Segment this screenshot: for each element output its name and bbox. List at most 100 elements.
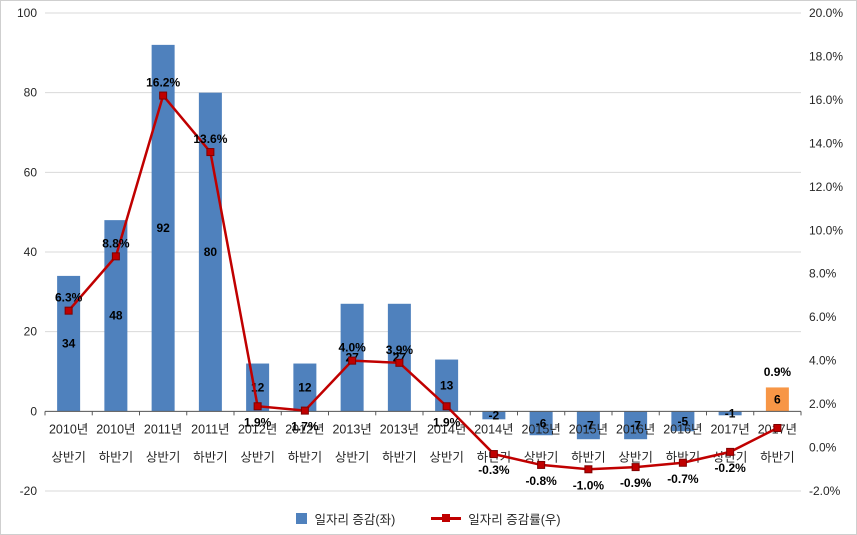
category-label-half: 하반기 <box>571 450 606 464</box>
right-axis-tick-label: 20.0% <box>809 6 843 20</box>
line-value-label: 1.9% <box>433 415 461 429</box>
line-value-label: 13.6% <box>193 132 227 146</box>
bar <box>104 220 128 412</box>
left-axis-tick-label: 20 <box>24 325 38 339</box>
chart-canvas: 100 80 60 40 20 0 -20 20.0% 18.0% 16.0% 14.0% 12.0%… <box>17 6 843 498</box>
bar-value-label: 34 <box>62 337 76 351</box>
category-label-year: 2014년 <box>474 422 513 436</box>
line-marker <box>631 463 640 472</box>
line-marker <box>111 252 120 261</box>
legend-label-line: 일자리 증감률(우) <box>468 512 561 527</box>
line-marker <box>537 460 546 469</box>
category-label-half: 상반기 <box>335 450 370 464</box>
category-label-year: 2011년 <box>191 422 229 436</box>
category-label-half: 상반기 <box>146 450 181 464</box>
right-axis-tick-label: -2.0% <box>809 484 841 498</box>
bar <box>57 275 81 412</box>
bar-value-label: 80 <box>204 245 218 259</box>
left-axis-tick-label: 100 <box>17 6 37 20</box>
line-value-label: -0.2% <box>714 461 746 475</box>
line-value-label: 3.9% <box>386 343 414 357</box>
line-value-label: 6.3% <box>55 291 83 305</box>
bar <box>718 411 742 416</box>
line-marker <box>584 465 593 474</box>
line-marker <box>348 356 357 365</box>
bar-value-label: -7 <box>630 418 641 432</box>
category-label-half: 상반기 <box>240 450 275 464</box>
right-axis-tick-label: 8.0% <box>809 267 837 281</box>
bar-value-label: -2 <box>489 408 500 422</box>
line-marker <box>253 402 262 411</box>
category-label-year: 2011년 <box>144 422 182 436</box>
bar-value-label: 48 <box>109 309 123 323</box>
category-label-half: 상반기 <box>51 450 86 464</box>
right-axis-tick-label: 12.0% <box>809 180 843 194</box>
line-marker <box>489 450 498 459</box>
line-value-label: -0.9% <box>620 476 652 490</box>
bar <box>576 411 600 440</box>
bar <box>765 387 789 412</box>
bar-value-label: -5 <box>678 414 689 428</box>
bar-value-label: 13 <box>440 378 454 392</box>
left-axis-tick-label: 80 <box>24 86 38 100</box>
bar <box>482 411 506 420</box>
line-marker <box>159 91 168 100</box>
category-label-year: 2017년 <box>710 422 749 436</box>
legend-item-bars: 일자리 증감(좌) <box>296 509 395 528</box>
line-value-label: 1.7% <box>291 420 319 434</box>
category-label-half: 하반기 <box>288 450 323 464</box>
left-axis-tick-label: 40 <box>24 245 38 259</box>
category-label-year: 2010년 <box>96 422 135 436</box>
category-label-year: 2016년 <box>616 422 655 436</box>
bar <box>624 411 648 440</box>
right-axis-tick-label: 18.0% <box>809 49 843 63</box>
line-value-label: 16.2% <box>146 76 180 90</box>
bar-value-label: 6 <box>774 392 781 406</box>
right-axis-tick-label: 0.0% <box>809 441 837 455</box>
line-value-label: -0.7% <box>667 472 699 486</box>
category-label-half: 하반기 <box>99 450 134 464</box>
category-label-half: 상반기 <box>618 450 653 464</box>
category-label-year: 2014년 <box>427 422 466 436</box>
bar-value-label: -7 <box>583 418 594 432</box>
bar <box>151 44 175 412</box>
bar <box>293 363 317 412</box>
bar <box>671 411 695 432</box>
line-marker <box>442 402 451 411</box>
category-label-year: 2012년 <box>285 422 324 436</box>
line-marker <box>300 406 309 415</box>
line-marker <box>726 447 735 456</box>
line-value-label: 1.9% <box>244 415 272 429</box>
line-series <box>67 92 778 471</box>
legend-label-bars: 일자리 증감(좌) <box>314 512 396 527</box>
right-axis-tick-label: 10.0% <box>809 223 843 237</box>
bar-value-label: 12 <box>298 380 312 394</box>
right-axis-tick-label: 4.0% <box>809 354 837 368</box>
category-label-year: 2015년 <box>521 422 560 436</box>
bar-value-label: -6 <box>536 416 547 430</box>
line-marker <box>773 423 782 432</box>
bar-series-swatch-icon <box>296 512 308 524</box>
line-marker <box>64 306 73 315</box>
bar <box>198 92 222 412</box>
bar <box>529 411 553 436</box>
line-marker-swatch-icon <box>442 513 451 522</box>
line-marker <box>206 148 215 157</box>
line-value-label: -0.3% <box>478 463 510 477</box>
line-value-label: 0.9% <box>764 365 792 379</box>
line-value-label: -0.8% <box>525 474 557 488</box>
left-axis-tick-label: -20 <box>20 484 38 498</box>
category-label-half: 하반기 <box>382 450 417 464</box>
bar <box>387 303 411 412</box>
category-label-half: 하반기 <box>760 450 795 464</box>
bar <box>435 359 459 412</box>
line-value-label: 8.8% <box>102 236 130 250</box>
right-axis-tick-label: 2.0% <box>809 397 837 411</box>
category-label-year: 2013년 <box>380 422 419 436</box>
left-axis-tick-label: 60 <box>24 165 38 179</box>
category-label-year: 2015년 <box>569 422 608 436</box>
right-axis-tick-label: 6.0% <box>809 310 837 324</box>
legend-item-line: 일자리 증감률(우) <box>431 509 561 528</box>
category-label-half: 상반기 <box>524 450 559 464</box>
